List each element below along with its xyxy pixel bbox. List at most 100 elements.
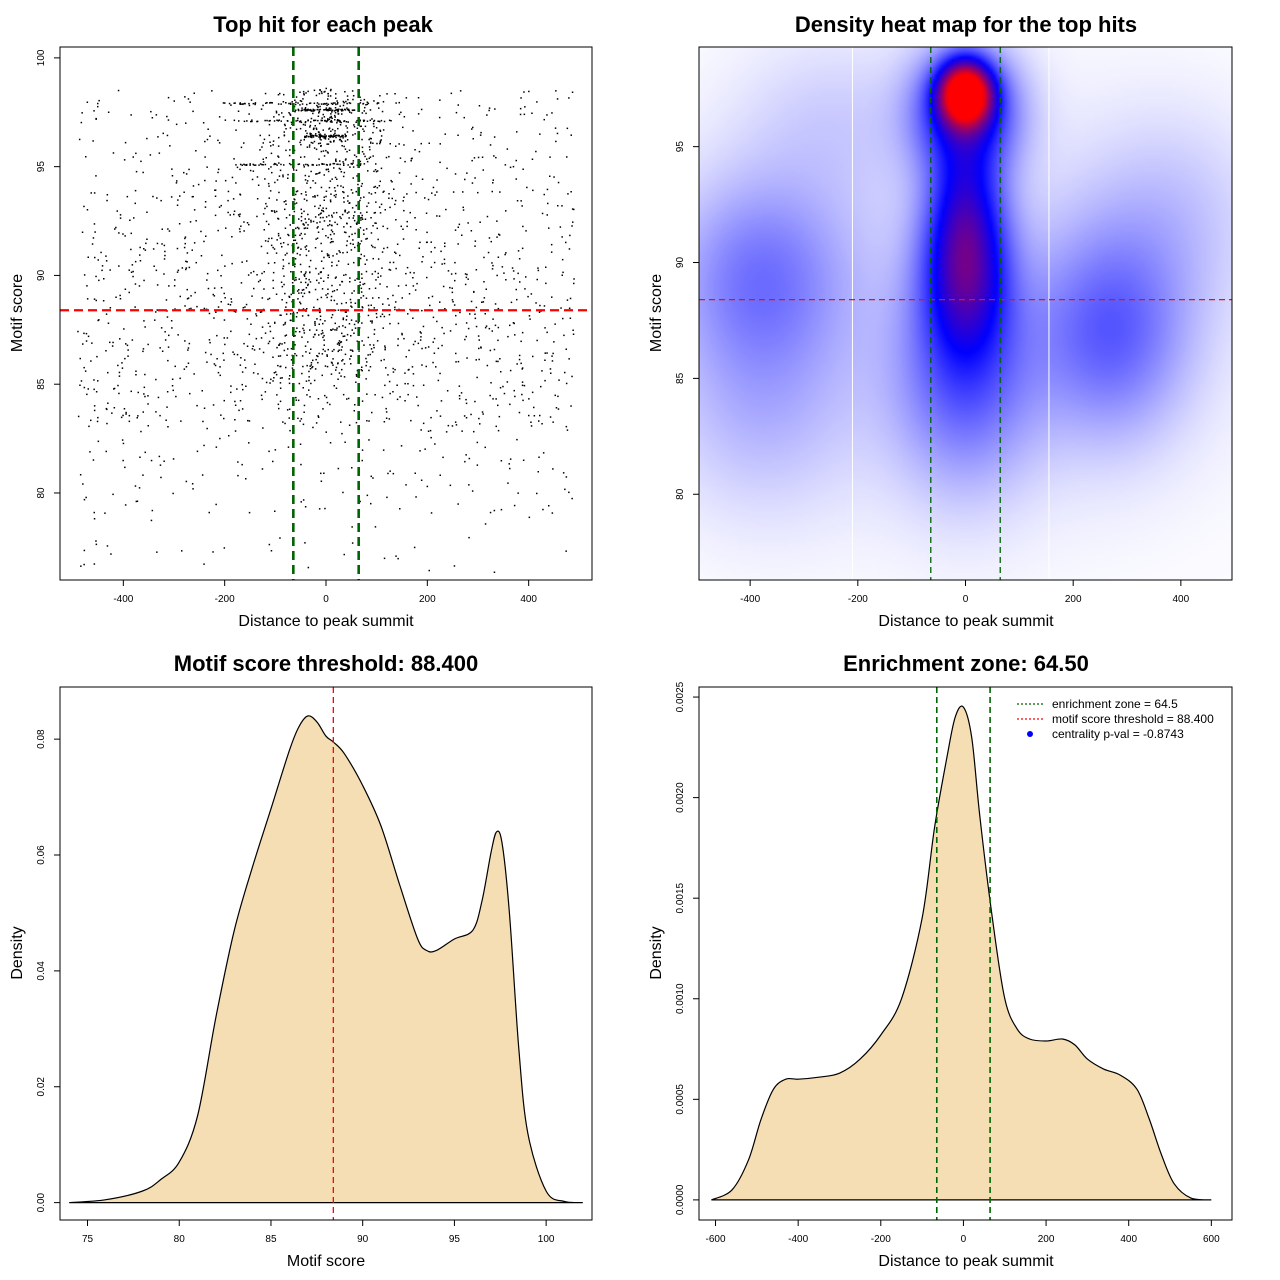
scatter-point xyxy=(457,134,459,136)
scatter-point xyxy=(389,322,391,325)
scatter-point xyxy=(420,108,423,111)
scatter-point xyxy=(113,388,115,390)
scatter-point xyxy=(335,160,337,162)
scatter-point xyxy=(373,120,375,123)
scatter-point xyxy=(500,371,502,373)
scatter-point xyxy=(231,236,233,238)
scatter-point xyxy=(334,102,336,104)
scatter-point xyxy=(190,307,192,310)
scatter-point xyxy=(310,382,312,385)
scatter-point xyxy=(163,258,166,260)
scatter-point xyxy=(320,296,323,299)
scatter-point xyxy=(312,108,314,111)
scatter-point xyxy=(355,121,357,123)
y-tick-label: 0.0005 xyxy=(675,1084,686,1115)
scatter-point xyxy=(331,117,333,119)
scatter-point xyxy=(272,279,274,282)
scatter-point xyxy=(279,387,282,389)
scatter-point xyxy=(347,200,349,202)
scatter-point xyxy=(462,206,464,209)
scatter-point xyxy=(308,146,311,148)
panel-heatmap: Density heat map for the top hits -400 -2… xyxy=(648,12,1233,630)
scatter-point xyxy=(566,156,568,158)
scatter-point xyxy=(426,276,428,279)
scatter-point xyxy=(323,344,325,346)
scatter-point xyxy=(360,273,363,275)
scatter-point xyxy=(158,152,161,154)
scatter-point xyxy=(328,214,330,217)
scatter-point xyxy=(191,249,193,251)
scatter-point xyxy=(203,444,205,447)
scatter-point xyxy=(342,162,345,165)
scatter-point xyxy=(88,425,90,428)
scatter-point xyxy=(259,149,261,151)
scatter-point xyxy=(274,162,276,165)
scatter-point xyxy=(476,464,479,466)
scatter-point xyxy=(87,388,89,390)
scatter-point xyxy=(159,414,161,417)
scatter-point xyxy=(367,354,369,356)
scatter-point xyxy=(280,163,282,166)
scatter-point xyxy=(189,392,191,395)
scatter-point xyxy=(336,327,338,329)
scatter-point xyxy=(105,255,107,257)
scatter-point xyxy=(326,104,328,107)
scatter-point xyxy=(310,362,313,364)
scatter-point xyxy=(488,327,491,330)
scatter-point xyxy=(377,102,380,104)
scatter-point xyxy=(122,442,125,445)
scatter-point xyxy=(560,307,562,309)
scatter-point xyxy=(353,219,356,222)
scatter-point xyxy=(208,339,211,341)
scatter-point xyxy=(277,218,280,220)
scatter-point xyxy=(230,330,232,333)
scatter-point xyxy=(492,182,494,184)
scatter-point xyxy=(327,152,329,154)
scatter-point xyxy=(565,241,567,244)
scatter-point xyxy=(294,263,296,265)
scatter-point xyxy=(185,260,187,263)
scatter-point xyxy=(490,240,492,243)
scatter-point xyxy=(417,97,420,99)
scatter-point xyxy=(397,322,400,325)
heatmap-x-axis: -400 -200 0 200 400 xyxy=(740,580,1190,605)
scatter-point xyxy=(321,163,323,165)
scatter-point xyxy=(304,108,306,111)
scatter-point xyxy=(310,117,313,120)
scatter-point xyxy=(239,400,242,402)
scatter-point xyxy=(98,99,100,102)
scatter-point xyxy=(152,195,154,198)
scatter-point xyxy=(419,339,422,341)
scatter-point xyxy=(327,254,330,256)
scatter-point xyxy=(441,263,443,265)
scatter-point xyxy=(333,233,335,235)
scatter-point xyxy=(160,327,163,329)
scatter-point xyxy=(213,363,216,365)
scatter-point xyxy=(338,349,340,351)
scatter-point xyxy=(336,178,338,180)
scatter-point xyxy=(301,315,304,317)
scatter-point xyxy=(406,225,408,228)
scatter-point xyxy=(416,282,418,285)
scatter-point xyxy=(249,169,252,172)
scatter-point xyxy=(179,195,181,197)
scatter-point xyxy=(348,323,351,325)
scatter-point xyxy=(314,195,316,197)
scatter-point xyxy=(539,304,541,307)
scatter-point xyxy=(316,355,318,357)
scatter-point xyxy=(294,99,296,101)
scatter-point xyxy=(254,102,256,105)
scatter-point xyxy=(307,108,309,111)
scatter-point xyxy=(317,231,320,233)
scatter-point xyxy=(367,336,370,339)
scatter-point xyxy=(86,209,89,211)
scatter-point xyxy=(412,130,414,132)
scatter-point xyxy=(294,110,296,113)
scatter-point xyxy=(230,104,232,106)
scatter-point xyxy=(360,99,362,102)
scatter-point xyxy=(130,390,132,393)
scatter-point xyxy=(570,134,572,136)
scatter-point xyxy=(352,350,354,352)
scatter-point xyxy=(514,395,516,398)
scatter-point xyxy=(256,120,259,123)
